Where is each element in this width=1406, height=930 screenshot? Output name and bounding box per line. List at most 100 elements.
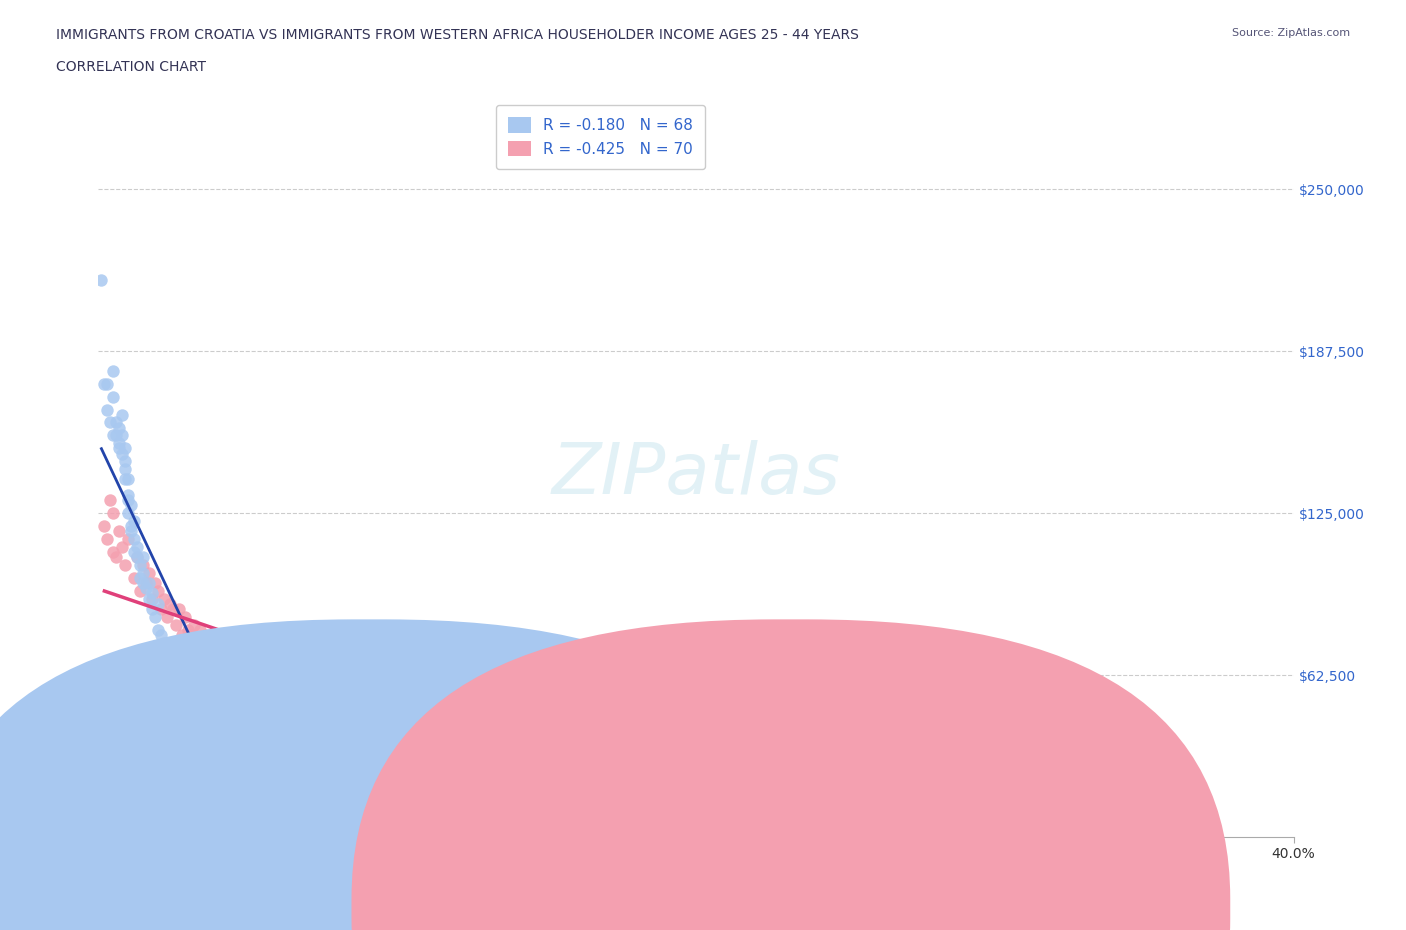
Point: [834, 809, 856, 824]
Point: [326, 687, 349, 702]
Point: [198, 648, 221, 663]
Point: [124, 545, 146, 560]
Point: [141, 586, 163, 601]
Point: [215, 643, 238, 658]
Point: [117, 506, 139, 521]
Point: [103, 506, 125, 521]
Point: [191, 643, 214, 658]
Point: [156, 609, 179, 624]
Point: [90, 272, 112, 287]
Point: [135, 581, 157, 596]
Point: [117, 472, 139, 487]
Point: [177, 622, 200, 637]
Point: [201, 731, 224, 746]
Point: [267, 773, 290, 788]
Point: [165, 674, 187, 689]
Point: [475, 757, 498, 772]
Point: [260, 674, 283, 689]
Point: [191, 726, 214, 741]
Point: [183, 713, 205, 728]
Point: [105, 428, 128, 443]
Text: Immigrants from Western Africa: Immigrants from Western Africa: [803, 896, 1025, 910]
Point: [153, 591, 176, 606]
Point: [536, 773, 558, 788]
Point: [243, 669, 266, 684]
Point: [117, 487, 139, 502]
Point: [201, 635, 224, 650]
Point: [506, 764, 529, 779]
Point: [685, 799, 707, 814]
Point: [297, 783, 319, 798]
Point: [114, 441, 136, 456]
Point: [281, 669, 304, 684]
Point: [100, 415, 122, 430]
Point: [120, 519, 142, 534]
Point: [132, 550, 155, 565]
Point: [141, 602, 163, 617]
Point: [127, 550, 149, 565]
Point: [108, 420, 131, 435]
Text: ZIPatlas: ZIPatlas: [551, 440, 841, 509]
Point: [153, 635, 176, 650]
Point: [103, 545, 125, 560]
Point: [311, 679, 333, 694]
Point: [281, 777, 304, 792]
Point: [222, 751, 245, 766]
Point: [111, 407, 134, 422]
Point: [100, 493, 122, 508]
Point: [565, 777, 588, 792]
Point: [207, 643, 229, 658]
Point: [416, 738, 439, 753]
Point: [143, 576, 166, 591]
Point: [207, 738, 229, 753]
Legend: R = -0.180   N = 68, R = -0.425   N = 70: R = -0.180 N = 68, R = -0.425 N = 70: [496, 105, 704, 168]
Point: [212, 654, 235, 669]
Text: Source: ZipAtlas.com: Source: ZipAtlas.com: [1232, 28, 1350, 38]
Point: [222, 661, 245, 676]
Point: [114, 472, 136, 487]
Point: [276, 679, 298, 694]
Point: [117, 532, 139, 547]
Point: [172, 687, 194, 702]
Point: [745, 804, 768, 818]
Point: [127, 550, 149, 565]
Point: [120, 498, 142, 512]
Point: [114, 558, 136, 573]
Point: [111, 446, 134, 461]
Point: [96, 532, 118, 547]
Point: [103, 428, 125, 443]
Point: [96, 402, 118, 417]
Point: [212, 747, 235, 762]
Point: [111, 539, 134, 554]
Point: [311, 790, 333, 805]
Point: [129, 570, 152, 585]
Point: [267, 661, 290, 676]
Point: [371, 721, 394, 736]
Point: [96, 377, 118, 392]
Point: [143, 609, 166, 624]
Point: [236, 635, 259, 650]
Point: [228, 648, 250, 663]
Point: [342, 700, 364, 715]
Point: [124, 513, 146, 528]
Point: [159, 596, 181, 611]
Point: [177, 700, 200, 715]
Point: [156, 643, 179, 658]
Text: CORRELATION CHART: CORRELATION CHART: [56, 60, 207, 74]
Point: [132, 558, 155, 573]
Point: [180, 628, 202, 643]
Point: [108, 441, 131, 456]
Point: [626, 790, 648, 805]
Point: [127, 539, 149, 554]
Point: [236, 757, 259, 772]
Point: [114, 454, 136, 469]
Point: [132, 565, 155, 580]
Point: [124, 532, 146, 547]
Point: [138, 576, 160, 591]
Point: [108, 436, 131, 451]
Point: [150, 602, 173, 617]
Point: [165, 618, 187, 632]
Point: [103, 389, 125, 404]
Point: [188, 622, 211, 637]
Point: [252, 654, 274, 669]
